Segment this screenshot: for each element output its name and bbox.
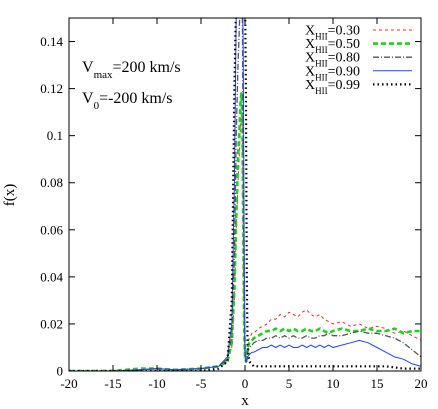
y-tick-label: 0 [57, 364, 64, 379]
x-tick-label: 20 [415, 376, 428, 391]
vmax-annotation: Vmax=200 km/s [82, 59, 181, 81]
v0-annotation: V0=-200 km/s [82, 90, 173, 112]
x-tick-label: 5 [286, 376, 293, 391]
x-tick-label: -10 [148, 376, 165, 391]
legend: XHII=0.30XHII=0.50XHII=0.80XHII=0.90XHII… [305, 24, 412, 96]
x-tick-label: -20 [60, 376, 77, 391]
x-axis-label: x [241, 393, 249, 409]
x-tick-label: 15 [371, 376, 384, 391]
legend-label-3: XHII=0.90 [305, 64, 360, 82]
y-tick-label: 0.06 [40, 222, 63, 237]
x-tick-label: 0 [242, 376, 249, 391]
x-tick-label: -15 [104, 376, 121, 391]
series-layer [69, 18, 421, 371]
legend-label-1: XHII=0.50 [305, 37, 360, 55]
y-tick-label: 0.08 [40, 175, 63, 190]
y-tick-label: 0.14 [40, 34, 63, 49]
series-line-0 [69, 106, 421, 371]
y-axis-label: f(x) [2, 184, 18, 207]
y-tick-label: 0.12 [40, 81, 63, 96]
legend-label-4: XHII=0.99 [305, 78, 360, 96]
legend-label-0: XHII=0.30 [305, 24, 360, 42]
y-tick-label: 0.1 [47, 128, 63, 143]
series-line-2 [69, 18, 421, 371]
y-tick-label: 0.04 [40, 269, 63, 284]
axes-layer: -20 -15 -10 -5 0 5 10 15 20 0 0.02 0.04 0.06 0.08 0.1 0… [40, 18, 428, 391]
legend-label-2: XHII=0.80 [305, 51, 360, 69]
series-line-3 [69, 18, 421, 371]
series-line-4 [69, 18, 421, 371]
x-tick-label: 10 [327, 376, 340, 391]
y-tick-label: 0.02 [40, 316, 63, 331]
x-tick-label: -5 [196, 376, 207, 391]
